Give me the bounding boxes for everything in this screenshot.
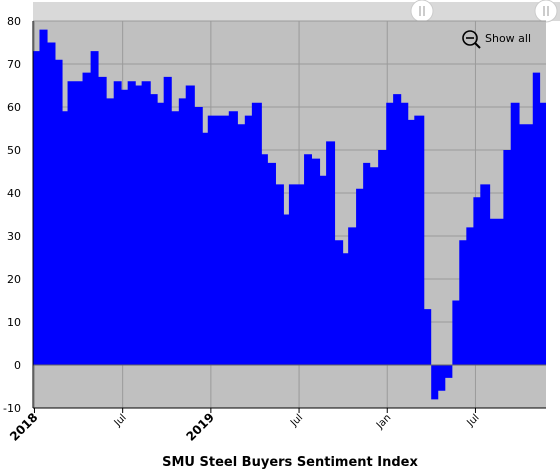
y-tick-label: 30 (7, 230, 21, 243)
y-tick-label: 60 (7, 101, 21, 114)
x-tick-label: 2018 (7, 410, 41, 444)
navigator-handle[interactable] (534, 0, 558, 23)
y-tick-label: 50 (7, 144, 21, 157)
navigator-handle[interactable] (410, 0, 434, 23)
y-tick-label: 70 (7, 58, 21, 71)
x-tick-label: Jul (112, 412, 129, 429)
navigator[interactable] (33, 2, 560, 21)
x-tick-label: 2019 (183, 410, 217, 444)
zoom-icon (474, 42, 481, 49)
area (33, 29, 546, 400)
y-tick-label: -10 (3, 402, 21, 415)
y-tick-label: 40 (7, 187, 21, 200)
show-all-label[interactable]: Show all (485, 32, 531, 45)
x-tick-label: Jul (465, 412, 482, 429)
x-tick-label: Jul (288, 412, 305, 429)
plot: -10 0 10 20 30 40 50 60 70 80 2018 Jul 2019 Jul Jan Jul (3, 15, 546, 444)
chart-title: SMU Steel Buyers Sentiment Index (162, 455, 418, 470)
y-tick-label: 10 (7, 316, 21, 329)
x-tick-label: Jan (374, 412, 393, 431)
y-tick-label: 80 (7, 15, 21, 28)
zoom-icon (462, 30, 478, 46)
show-all-button[interactable]: Show all (462, 30, 531, 49)
y-tick-label: 20 (7, 273, 21, 286)
y-tick-label: 0 (14, 359, 21, 372)
